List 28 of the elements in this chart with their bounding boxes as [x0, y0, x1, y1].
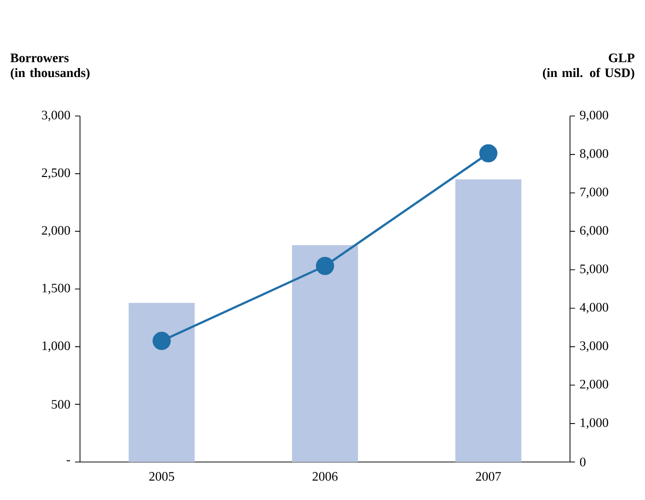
- y-tick-label: 2,000: [42, 226, 70, 237]
- y2-tick-label: 0: [580, 458, 586, 466]
- y-tick-label: 3,000: [42, 110, 70, 122]
- y2-tick-label: 1,000: [580, 418, 608, 429]
- y-tick-label: 1,500: [42, 284, 70, 294]
- x-tick-label: 2005: [149, 472, 174, 481]
- y2-tick-label: 9,000: [580, 110, 608, 122]
- x-tick-label: 2006: [312, 472, 338, 481]
- y2-tick-label: 4,000: [580, 302, 608, 314]
- y2-tick-label: 3,000: [580, 341, 608, 352]
- y-tick-label: 2,500: [42, 168, 70, 179]
- y2-tick-label: 5,000: [580, 264, 608, 276]
- y2-tick-label: 8,000: [580, 149, 608, 160]
- point: [316, 256, 334, 276]
- y-tick-label: 1,000: [42, 341, 70, 352]
- bar: [455, 179, 522, 462]
- point: [152, 332, 171, 350]
- x-tick-label: 2007: [476, 472, 501, 481]
- y2-tick-label: 6,000: [580, 226, 608, 237]
- y2-tick-label: 2,000: [580, 380, 608, 390]
- bar: [292, 245, 358, 462]
- point: [479, 144, 498, 162]
- y-axis-title: Borrowers (in thousands): [10, 54, 90, 80]
- y2-tick-label: 7,000: [580, 188, 608, 198]
- y2-axis-title: GLP (in mil. of USD): [542, 54, 634, 80]
- bar: [128, 302, 195, 462]
- y-tick-label: -: [66, 460, 70, 462]
- y-tick-label: 500: [52, 400, 70, 409]
